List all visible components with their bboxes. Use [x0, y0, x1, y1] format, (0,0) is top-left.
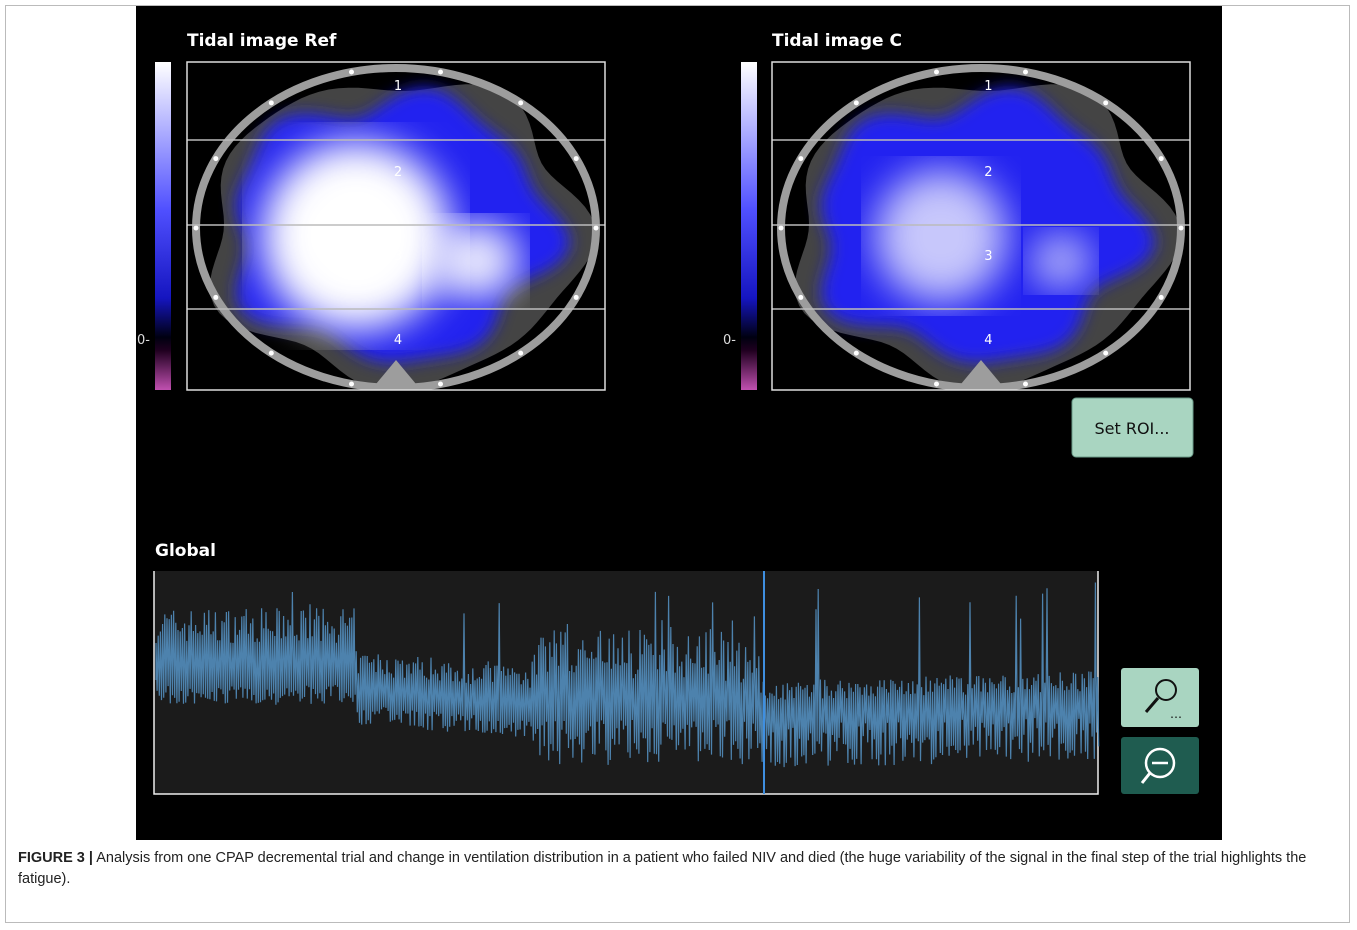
scale-label: 0- — [723, 333, 736, 348]
electrode — [518, 351, 523, 356]
electrode — [269, 351, 274, 356]
ventilation-white — [431, 221, 521, 301]
region-label: 1 — [394, 79, 402, 94]
electrode — [518, 100, 523, 105]
region-label: 2 — [394, 165, 402, 180]
electrode — [1159, 295, 1164, 300]
electrode — [854, 351, 859, 356]
zoom-in-button[interactable]: … — [1121, 668, 1199, 727]
electrode — [934, 381, 939, 386]
set-roi-button[interactable]: Set ROI... — [1072, 398, 1193, 457]
ventilation-white — [1030, 233, 1093, 289]
region-label: 4 — [984, 333, 992, 348]
electrode — [1023, 70, 1028, 75]
region-label: 1 — [984, 79, 992, 94]
electrode — [438, 381, 443, 386]
electrode — [194, 226, 199, 231]
electrode — [1159, 156, 1164, 161]
electrode — [1179, 226, 1184, 231]
color-scale — [155, 62, 171, 390]
electrode — [574, 156, 579, 161]
region-label: 4 — [394, 333, 402, 348]
caption-text: Analysis from one CPAP decremental trial… — [18, 850, 1306, 887]
caption-label: FIGURE 3 | — [18, 850, 93, 866]
electrode — [1103, 100, 1108, 105]
page: {"panels": [ {"title": "Tidal image Ref"… — [0, 0, 1357, 930]
lung-image — [779, 68, 1184, 391]
electrode — [213, 295, 218, 300]
electrode — [854, 100, 859, 105]
ventilation-white — [875, 170, 1008, 303]
electrode — [438, 70, 443, 75]
scale-label: 0- — [137, 333, 150, 348]
electrode — [349, 381, 354, 386]
electrode — [798, 295, 803, 300]
panel-title: Tidal image Ref — [187, 31, 337, 51]
electrode — [798, 156, 803, 161]
panel-title: Tidal image C — [772, 31, 902, 51]
electrode — [574, 295, 579, 300]
trace-title: Global — [155, 541, 216, 561]
electrode — [594, 226, 599, 231]
region-label: 3 — [394, 249, 402, 264]
electrode — [349, 70, 354, 75]
caption: FIGURE 3 | Analysis from one CPAP decrem… — [18, 848, 1338, 890]
figure: Set ROI... Global … Tidal image Ref 0- 1 2 3… — [0, 0, 1357, 845]
color-scale — [741, 62, 757, 390]
electrode — [1103, 351, 1108, 356]
electrode — [779, 226, 784, 231]
electrode — [934, 70, 939, 75]
electrode — [1023, 381, 1028, 386]
ventilation-white — [261, 141, 451, 331]
electrode — [213, 156, 218, 161]
region-label: 3 — [984, 249, 992, 264]
zoom-out-button[interactable] — [1121, 737, 1199, 794]
svg-text:…: … — [1170, 707, 1182, 721]
electrode — [269, 100, 274, 105]
button-label[interactable]: Set ROI... — [1094, 419, 1169, 438]
region-label: 2 — [984, 165, 992, 180]
